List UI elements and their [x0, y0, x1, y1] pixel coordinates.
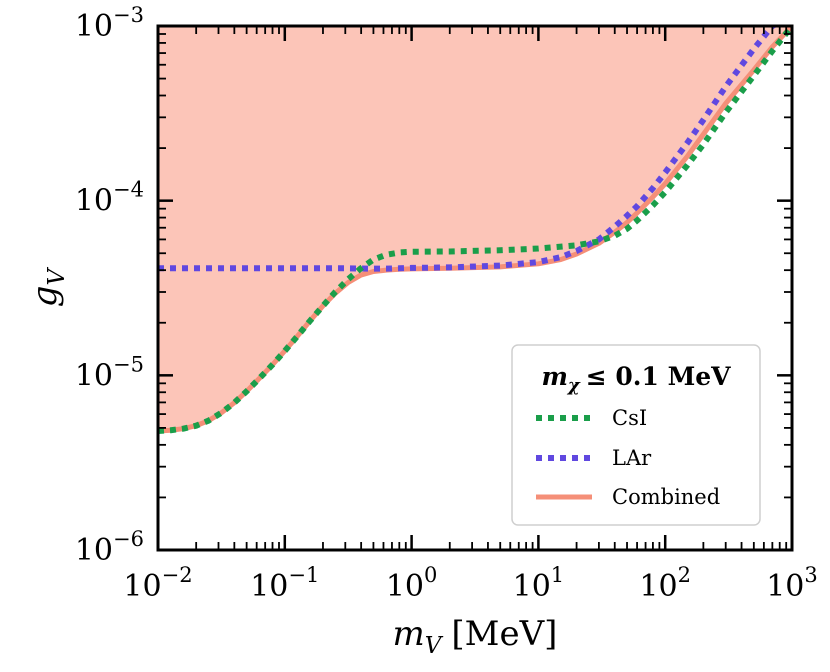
- series-layer: [158, 26, 792, 435]
- x-axis-label-main: m: [393, 614, 425, 654]
- tick-label-layer: 10−2 10−1 100 101 102 103 10−6 10−5 10−4 10−3: [75, 3, 818, 604]
- legend-label-lar: LAr: [612, 446, 652, 470]
- legend-title: mχ ≤ 0.1 MeV: [541, 362, 731, 396]
- legend-label-combined: Combined: [612, 485, 720, 509]
- legend-title-main: m: [541, 362, 567, 391]
- y-axis-label-sub: V: [44, 266, 70, 285]
- legend-label-csi: CsI: [612, 406, 647, 430]
- x-axis-label-units: [MeV]: [451, 614, 557, 654]
- y-tick-label: 10−4: [75, 178, 144, 219]
- legend: mχ ≤ 0.1 MeV CsI LAr Combined: [511, 344, 761, 526]
- y-tick-label: 10−5: [75, 352, 144, 393]
- y-axis-label: gV: [25, 266, 70, 307]
- x-tick-label: 100: [386, 563, 438, 604]
- excluded-region-fill: [158, 26, 792, 432]
- x-tick-label: 102: [639, 563, 691, 604]
- x-tick-label: 103: [766, 563, 818, 604]
- legend-title-rest: ≤ 0.1 MeV: [586, 362, 731, 391]
- y-tick-label: 10−3: [75, 3, 144, 44]
- y-tick-label: 10−6: [75, 527, 144, 568]
- legend-title-sub: χ: [566, 375, 581, 396]
- x-tick-label: 10−2: [123, 563, 192, 604]
- x-axis-label: mV [MeV]: [393, 614, 558, 659]
- legend-box: [511, 344, 761, 526]
- y-axis-label-main: g: [25, 285, 65, 307]
- x-tick-label: 101: [513, 563, 565, 604]
- x-axis-label-sub: V: [425, 633, 444, 659]
- plot-frame: [156, 24, 794, 552]
- x-tick-label: 10−1: [250, 563, 319, 604]
- series-line-lar: [158, 26, 779, 272]
